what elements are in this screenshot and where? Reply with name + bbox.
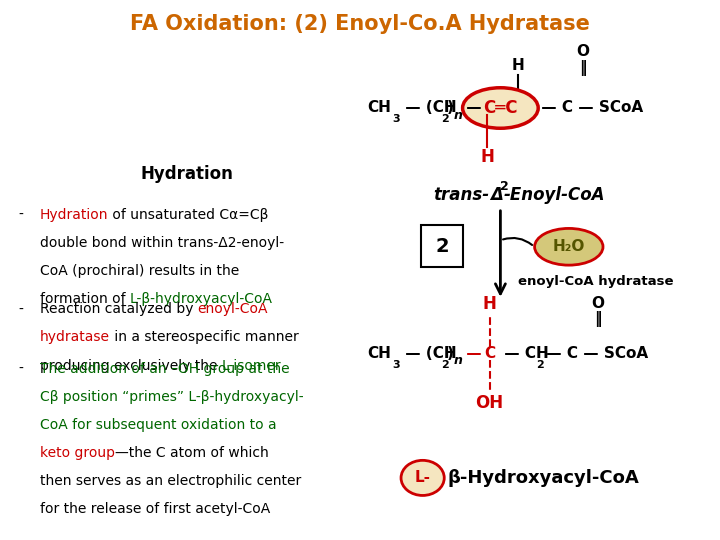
Text: Hydration: Hydration: [40, 208, 108, 222]
Text: CH: CH: [367, 346, 391, 361]
Text: β-Hydroxyacyl-CoA: β-Hydroxyacyl-CoA: [448, 469, 639, 487]
Text: 2: 2: [441, 114, 449, 124]
Text: L-β-hydroxyacyl-CoA: L-β-hydroxyacyl-CoA: [130, 292, 273, 306]
Text: enoyl-CoA hydratase: enoyl-CoA hydratase: [518, 275, 674, 288]
Text: then serves as an electrophilic center: then serves as an electrophilic center: [40, 474, 301, 488]
Text: 3: 3: [392, 360, 400, 369]
Text: of unsaturated Cα=Cβ: of unsaturated Cα=Cβ: [108, 208, 269, 222]
Text: — CH: — CH: [499, 346, 549, 361]
Text: —: —: [461, 346, 487, 361]
Text: H: H: [512, 58, 525, 73]
Text: OH: OH: [475, 394, 504, 412]
Text: CoA (prochiral) results in the: CoA (prochiral) results in the: [40, 264, 239, 278]
Text: double bond within trans-Δ2-enoyl-: double bond within trans-Δ2-enoyl-: [40, 236, 284, 250]
Text: —: —: [461, 100, 482, 116]
Text: Δ: Δ: [490, 186, 503, 204]
Text: enoyl-CoA: enoyl-CoA: [197, 302, 268, 316]
Text: formation of: formation of: [40, 292, 130, 306]
Ellipse shape: [401, 460, 444, 496]
Text: ): ): [446, 346, 454, 361]
Text: in a stereospecific manner: in a stereospecific manner: [109, 330, 298, 345]
Text: 2: 2: [500, 180, 508, 193]
Text: O: O: [577, 44, 590, 59]
Text: C: C: [484, 346, 495, 361]
Text: Cβ position “primes” L-β-hydroxyacyl-: Cβ position “primes” L-β-hydroxyacyl-: [40, 390, 303, 404]
Text: — C — SCoA: — C — SCoA: [541, 346, 649, 361]
Text: -: -: [18, 208, 23, 222]
Text: L-isomer: L-isomer: [222, 359, 281, 373]
Text: -: -: [18, 302, 23, 316]
Text: 2: 2: [441, 360, 449, 369]
Text: C═C: C═C: [483, 99, 518, 117]
Text: ): ): [446, 100, 454, 116]
Text: keto group: keto group: [40, 446, 114, 460]
Text: 2: 2: [536, 360, 544, 369]
Text: The addition of an –OH group at the: The addition of an –OH group at the: [40, 362, 289, 376]
Text: H: H: [480, 148, 495, 166]
Text: -Enoyl-CoA: -Enoyl-CoA: [504, 186, 606, 204]
Text: Reaction catalyzed by: Reaction catalyzed by: [40, 302, 197, 316]
Text: — (CH: — (CH: [400, 346, 456, 361]
Text: CH: CH: [367, 100, 391, 116]
Text: Hydration: Hydration: [141, 165, 233, 183]
Text: hydratase: hydratase: [40, 330, 109, 345]
Text: ‖: ‖: [580, 59, 587, 76]
Text: — C — SCoA: — C — SCoA: [536, 100, 644, 116]
Ellipse shape: [534, 228, 603, 265]
Text: H₂O: H₂O: [553, 239, 585, 254]
Text: n: n: [454, 109, 462, 122]
Text: trans-: trans-: [433, 186, 490, 204]
Text: — (CH: — (CH: [400, 100, 456, 116]
Text: producing exclusively the: producing exclusively the: [40, 359, 222, 373]
Text: O: O: [591, 295, 604, 310]
Text: CoA for subsequent oxidation to a: CoA for subsequent oxidation to a: [40, 418, 276, 432]
Text: for the release of first acetyl-CoA: for the release of first acetyl-CoA: [40, 502, 270, 516]
Text: L-: L-: [415, 470, 431, 485]
Text: FA Oxidation: (2) Enoyl-Co.A Hydratase: FA Oxidation: (2) Enoyl-Co.A Hydratase: [130, 14, 590, 33]
Text: 3: 3: [392, 114, 400, 124]
Text: -: -: [18, 362, 23, 376]
Ellipse shape: [462, 87, 538, 128]
Text: H: H: [482, 295, 497, 313]
Text: ‖: ‖: [594, 310, 601, 327]
Text: 2: 2: [436, 237, 449, 256]
Text: —the C atom of which: —the C atom of which: [114, 446, 269, 460]
FancyBboxPatch shape: [421, 225, 463, 267]
Text: n: n: [454, 354, 462, 367]
